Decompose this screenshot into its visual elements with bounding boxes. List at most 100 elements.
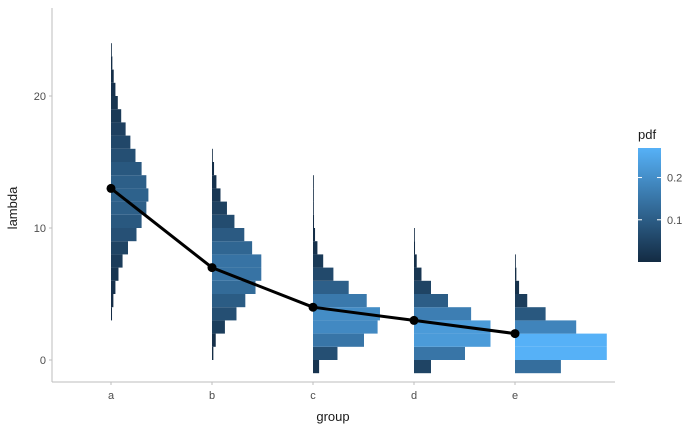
histogram-bar: [515, 333, 607, 347]
legend-colorbar: [638, 148, 661, 262]
legend-tick-label: 0.1: [667, 215, 682, 227]
histogram-bar: [212, 162, 215, 176]
histogram-bar: [515, 320, 577, 334]
histogram-bar: [212, 188, 221, 202]
histogram-bar: [111, 228, 137, 242]
histogram-bar: [515, 267, 517, 281]
x-tick-label: e: [512, 390, 518, 402]
histogram-bar: [111, 214, 142, 228]
histogram-e: [515, 254, 607, 374]
histogram-bar: [111, 82, 116, 96]
histogram-bar: [212, 214, 235, 228]
histogram-bar: [111, 148, 136, 162]
histogram-bar: [414, 228, 415, 242]
histogram-bar: [515, 346, 607, 360]
histogram-bar: [313, 214, 315, 228]
histogram-bar: [111, 201, 147, 215]
histogram-bar: [111, 43, 112, 57]
histogram-bar: [414, 254, 417, 268]
histogram-bar: [111, 69, 114, 83]
histogram-bars: [111, 43, 607, 374]
legend-tick-label: 0.2: [667, 173, 682, 185]
histogram-bar: [111, 280, 116, 294]
mean-line-layer: [106, 183, 520, 339]
histogram-bar: [111, 56, 113, 70]
histogram-bar: [111, 294, 114, 308]
histogram-bar: [414, 280, 431, 294]
histogram-bar: [212, 294, 246, 308]
histogram-bar: [414, 267, 422, 281]
histogram-bar: [313, 294, 367, 308]
histogram-bar: [111, 122, 126, 136]
histogram-bar: [212, 333, 216, 347]
histogram-bar: [212, 241, 253, 255]
histogram-bar: [414, 241, 416, 255]
histogram-bar: [111, 175, 147, 189]
histogram-b: [212, 148, 262, 360]
histogram-bar: [313, 280, 349, 294]
histogram-bar: [313, 188, 314, 202]
histogram-bar: [212, 254, 262, 268]
y-tick-labels: 0 10 20: [34, 91, 52, 367]
y-axis-title: lambda: [5, 186, 20, 229]
y-tick-label: 10: [34, 223, 46, 235]
mean-point: [106, 183, 116, 193]
histogram-bar: [212, 280, 256, 294]
mean-point: [308, 302, 318, 312]
legend: pdf 0.1 0.2: [638, 127, 682, 262]
histogram-bar: [313, 175, 314, 189]
histogram-bar: [212, 201, 227, 215]
legend-title: pdf: [638, 127, 656, 142]
axes: [51, 8, 615, 383]
x-tick-label: b: [209, 390, 215, 402]
histogram-bar: [313, 241, 318, 255]
mean-point: [207, 263, 217, 273]
x-tick-label: d: [411, 390, 417, 402]
histogram-bar: [414, 307, 472, 321]
histogram-bar: [515, 280, 520, 294]
histogram-bar: [111, 307, 113, 321]
histogram-bar: [111, 96, 118, 110]
histogram-bar: [111, 241, 128, 255]
histogram-bar: [212, 175, 217, 189]
histogram-a: [111, 43, 149, 321]
histogram-bar: [515, 360, 561, 374]
y-tick-label: 20: [34, 91, 46, 103]
x-tick-label: a: [108, 390, 115, 402]
histogram-bar: [111, 135, 131, 149]
histogram-bar: [212, 320, 225, 334]
x-tick-label: c: [310, 390, 316, 402]
x-axis-title: group: [316, 409, 349, 424]
histogram-bar: [212, 307, 237, 321]
histogram-bar: [313, 254, 324, 268]
histogram-bar: [111, 267, 119, 281]
histogram-bar: [111, 162, 142, 176]
histogram-bar: [515, 254, 516, 268]
histogram-bar: [313, 346, 338, 360]
histogram-bar: [515, 294, 528, 308]
mean-point: [409, 315, 419, 325]
histogram-bar: [414, 346, 465, 360]
mean-point: [510, 329, 520, 339]
histogram-bar: [414, 294, 448, 308]
histogram-bar: [111, 109, 122, 123]
histogram-d: [414, 228, 491, 374]
histogram-bar: [313, 228, 316, 242]
histogram-bar: [313, 333, 364, 347]
x-tick-labels: a b c d e: [108, 382, 518, 402]
histogram-bar: [414, 333, 491, 347]
histogram-bar: [414, 360, 431, 374]
histogram-bar: [515, 307, 546, 321]
histogram-bar: [212, 228, 245, 242]
histogram-bar: [313, 360, 320, 374]
histogram-bar: [313, 201, 314, 215]
y-tick-label: 0: [40, 355, 46, 367]
histogram-c: [313, 175, 380, 374]
histogram-bar: [212, 346, 214, 360]
histogram-bar: [111, 254, 123, 268]
histogram-bar: [313, 267, 334, 281]
histogram-bar: [212, 148, 213, 162]
histogram-bar: [313, 320, 378, 334]
